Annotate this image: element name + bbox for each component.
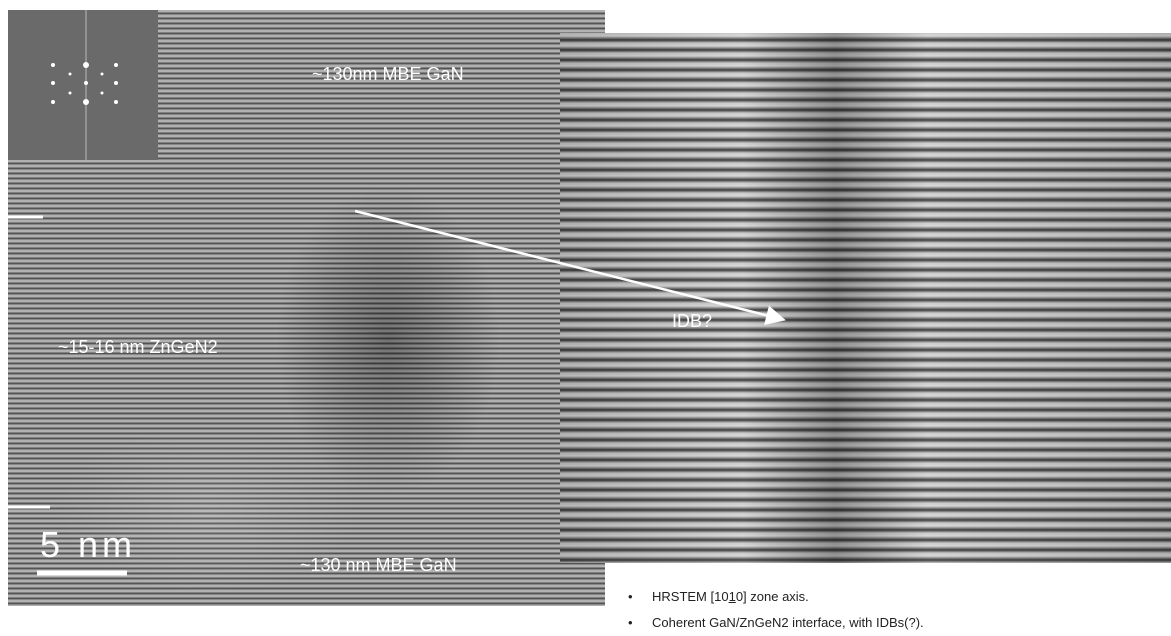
label: ~130 nm MBE GaN — [300, 555, 457, 576]
label: ~15-16 nm ZnGeN2 — [58, 337, 218, 358]
text: 0] zone axis. — [736, 589, 809, 604]
bullet: Coherent GaN/ZnGeN2 interface, with IDBs… — [652, 610, 924, 636]
label: ~130nm MBE GaN — [312, 64, 464, 85]
bullet: HRSTEM [1010] zone axis. — [652, 584, 924, 610]
text: 1 — [729, 589, 736, 604]
overlay — [0, 0, 1171, 628]
page: ~130nm MBE GaN ~15-16 nm ZnGeN2 ~130 nm … — [0, 0, 1171, 628]
annotation: IDB? — [672, 311, 712, 332]
text: HRSTEM [10 — [652, 589, 729, 604]
bullet-list: HRSTEM [1010] zone axis. Coherent GaN/Zn… — [652, 584, 924, 636]
scale-label: 5 nm — [40, 524, 136, 566]
arrow — [355, 211, 781, 319]
